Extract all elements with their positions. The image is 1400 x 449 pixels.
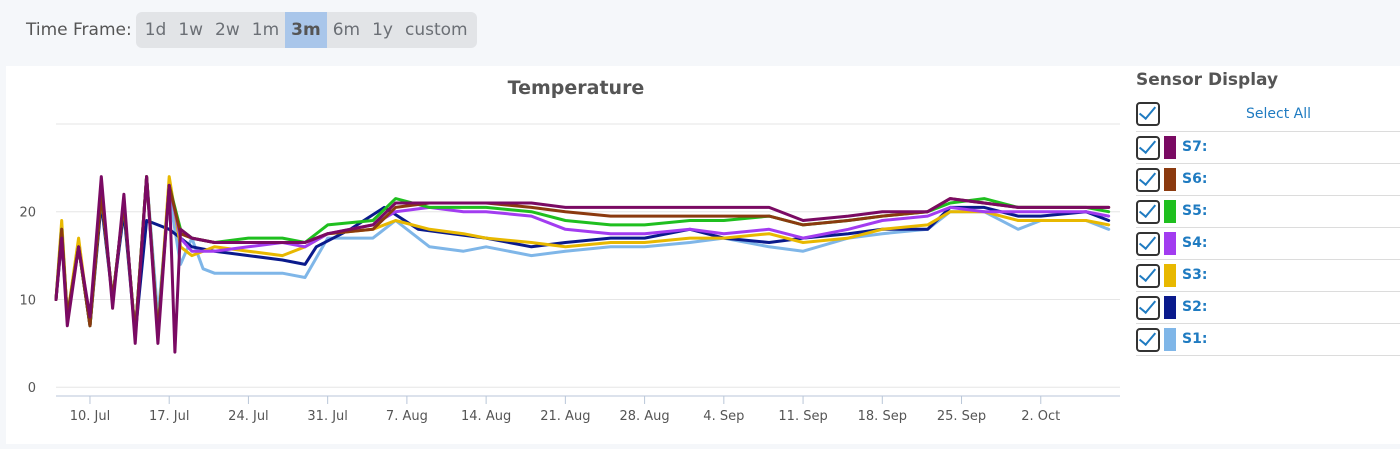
timeframe-selector: Time Frame: 1d 1w 2w 1m 3m 6m 1y custom xyxy=(26,12,477,48)
sensor-row-s4[interactable]: S4: xyxy=(1136,228,1400,260)
sensor-color-swatch xyxy=(1164,232,1176,255)
sensor-label-s7[interactable]: S7: xyxy=(1182,139,1208,155)
chart-title: Temperature xyxy=(508,77,645,99)
sensor-label-s4[interactable]: S4: xyxy=(1182,235,1208,251)
sensor-checkbox-s4[interactable] xyxy=(1136,232,1160,256)
select-all-link[interactable]: Select All xyxy=(1246,106,1311,122)
timeframe-button-6m[interactable]: 6m xyxy=(332,20,361,40)
sensor-display-title: Sensor Display xyxy=(1136,70,1279,90)
x-tick-label: 2. Oct xyxy=(1021,409,1060,424)
sensor-label-s2[interactable]: S2: xyxy=(1182,299,1208,315)
sensor-color-swatch xyxy=(1164,136,1176,159)
sensor-checkbox-s5[interactable] xyxy=(1136,200,1160,224)
series-line-s1 xyxy=(54,175,1111,337)
select-all-row[interactable]: Select All xyxy=(1136,102,1400,128)
series-line-s4 xyxy=(54,175,1111,337)
chart-canvas: Temperature 0 10 20 10. Jul 17. Jul 24. Jul 31.… xyxy=(19,77,1120,424)
y-tick-label: 20 xyxy=(19,206,36,221)
sensor-row-s1[interactable]: S1: xyxy=(1136,324,1400,356)
sensor-checkbox-s6[interactable] xyxy=(1136,168,1160,192)
sensor-checkbox-s1[interactable] xyxy=(1136,328,1160,352)
sensor-color-swatch xyxy=(1164,296,1176,319)
sensor-row-s6[interactable]: S6: xyxy=(1136,164,1400,196)
timeframe-button-2w[interactable]: 2w xyxy=(215,20,240,40)
sensor-checkbox-s7[interactable] xyxy=(1136,136,1160,160)
x-tick-label: 14. Aug xyxy=(461,409,511,424)
x-tick-label: 21. Aug xyxy=(540,409,590,424)
sensor-label-s1[interactable]: S1: xyxy=(1182,331,1208,347)
sensor-checkbox-s3[interactable] xyxy=(1136,264,1160,288)
x-tick-label: 4. Sep xyxy=(703,409,744,424)
timeframe-button-1m[interactable]: 1m xyxy=(251,20,280,40)
series-line-s5 xyxy=(54,175,1111,337)
x-tick-label: 11. Sep xyxy=(778,409,827,424)
y-tick-label: 0 xyxy=(28,381,36,396)
x-tick-label: 17. Jul xyxy=(149,409,190,424)
sensor-label-s5[interactable]: S5: xyxy=(1182,203,1208,219)
temperature-chart: Temperature 0 10 20 10. Jul 17. Jul 24. Jul 31.… xyxy=(6,66,1130,444)
timeframe-label: Time Frame: xyxy=(26,20,132,40)
series-line-s6 xyxy=(54,175,1111,337)
sensor-display-panel: Sensor Display Select All S7: S6: S5: S4: S3… xyxy=(1130,66,1400,444)
sensor-color-swatch xyxy=(1164,168,1176,191)
sensor-color-swatch xyxy=(1164,328,1176,351)
timeframe-button-3m[interactable]: 3m xyxy=(285,12,327,48)
x-tick-label: 28. Aug xyxy=(619,409,669,424)
timeframe-button-custom[interactable]: custom xyxy=(405,20,468,40)
sensor-label-s6[interactable]: S6: xyxy=(1182,171,1208,187)
timeframe-button-1y[interactable]: 1y xyxy=(372,20,393,40)
y-tick-label: 10 xyxy=(19,293,36,308)
sensor-row-s2[interactable]: S2: xyxy=(1136,292,1400,324)
timeframe-button-1d[interactable]: 1d xyxy=(144,20,167,40)
x-tick-label: 7. Aug xyxy=(386,409,428,424)
x-tick-label: 31. Jul xyxy=(307,409,348,424)
sensor-color-swatch xyxy=(1164,200,1176,223)
sensor-row-s5[interactable]: S5: xyxy=(1136,196,1400,228)
sensor-row-s7[interactable]: S7: xyxy=(1136,131,1400,164)
timeframe-button-1w[interactable]: 1w xyxy=(178,20,204,40)
sensor-checkbox-s2[interactable] xyxy=(1136,296,1160,320)
sensor-row-s3[interactable]: S3: xyxy=(1136,260,1400,292)
series-line-s7 xyxy=(54,175,1111,354)
x-tick-label: 25. Sep xyxy=(937,409,986,424)
series-line-s3 xyxy=(54,175,1111,337)
x-tick-label: 18. Sep xyxy=(858,409,907,424)
x-tick-label: 10. Jul xyxy=(70,409,111,424)
sensor-label-s3[interactable]: S3: xyxy=(1182,267,1208,283)
sensor-color-swatch xyxy=(1164,264,1176,287)
sensor-list: S7: S6: S5: S4: S3: S2: S1: xyxy=(1136,131,1400,356)
select-all-checkbox[interactable] xyxy=(1136,102,1160,126)
timeframe-button-group: 1d 1w 2w 1m 3m 6m 1y custom xyxy=(135,12,477,48)
x-tick-label: 24. Jul xyxy=(228,409,269,424)
